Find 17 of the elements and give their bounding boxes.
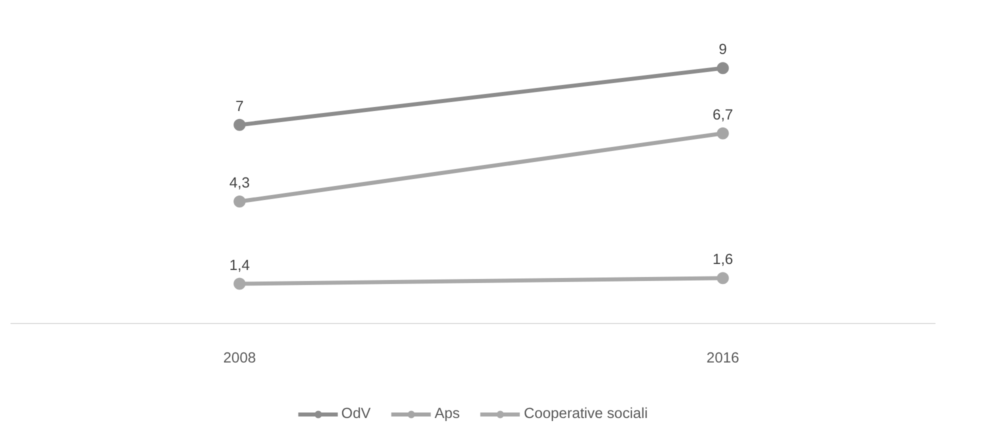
- point: [716, 272, 729, 284]
- data-label: 7: [236, 98, 244, 115]
- legend-label: Aps: [434, 406, 460, 422]
- point: [716, 127, 729, 140]
- data-label: 9: [718, 42, 727, 58]
- point: [234, 118, 246, 131]
- point: [716, 62, 729, 74]
- x-tick-label: 2016: [706, 350, 740, 366]
- point: [234, 196, 246, 208]
- point: [234, 278, 246, 290]
- legend-label: Cooperative sociali: [524, 406, 648, 422]
- x-tick-label: 2008: [223, 350, 256, 366]
- legend-label: OdV: [341, 406, 371, 422]
- data-label: 1,4: [229, 258, 250, 274]
- data-label: 4,3: [229, 175, 250, 192]
- data-label: 6,7: [712, 107, 734, 124]
- data-label: 1,6: [712, 252, 734, 268]
